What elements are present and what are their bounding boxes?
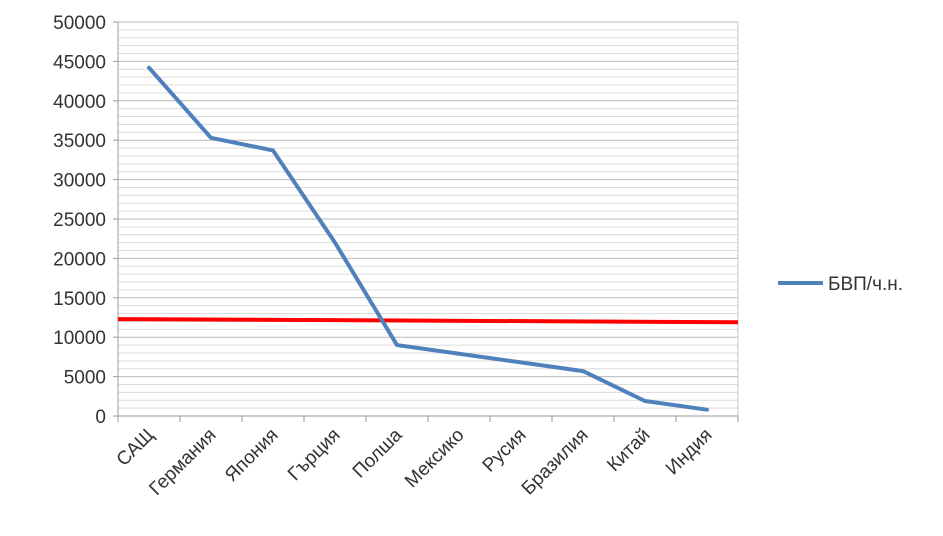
y-axis-tick-labels: 5000045000400003500030000250002000015000… — [53, 13, 106, 428]
x-tick-label: Япония — [221, 425, 283, 487]
y-tick-label: 25000 — [53, 210, 106, 231]
axes — [113, 21, 739, 422]
y-tick-label: 50000 — [53, 13, 106, 34]
y-tick-label: 30000 — [53, 171, 106, 192]
x-tick-label: Полша — [349, 424, 407, 482]
data-point — [272, 149, 274, 151]
y-tick-label: 10000 — [53, 328, 106, 349]
reference-line-group — [117, 317, 739, 325]
x-tick-label: Гърция — [284, 425, 344, 485]
data-point — [148, 67, 150, 69]
x-tick-label: Индия — [662, 425, 717, 480]
legend-label: БВП/ч.н. — [828, 274, 903, 295]
y-tick-label: 35000 — [53, 131, 106, 152]
gridlines — [118, 21, 739, 417]
y-tick-label: 5000 — [64, 368, 106, 389]
x-tick-label: Китай — [603, 425, 654, 476]
data-point — [706, 409, 708, 411]
x-tick-label: Германия — [145, 425, 220, 500]
x-tick-label: Русия — [479, 425, 531, 477]
x-tick-label: Бразилия — [518, 425, 593, 500]
x-tick-label: САЩ — [113, 425, 159, 471]
data-point — [644, 400, 646, 402]
series-group — [147, 65, 709, 412]
data-point — [520, 361, 522, 363]
y-tick-label: 40000 — [53, 92, 106, 113]
x-tick-label: Мексико — [401, 425, 468, 492]
data-point — [334, 242, 336, 244]
reference-line — [117, 317, 739, 325]
data-point — [582, 370, 584, 372]
legend: БВП/ч.н. — [778, 274, 903, 295]
y-tick-label: 20000 — [53, 249, 106, 270]
data-point — [210, 137, 212, 139]
y-tick-label: 0 — [95, 407, 106, 428]
y-tick-label: 15000 — [53, 289, 106, 310]
data-point — [396, 344, 398, 346]
data-point — [458, 353, 460, 355]
series-line — [147, 65, 709, 412]
y-tick-label: 45000 — [53, 52, 106, 73]
